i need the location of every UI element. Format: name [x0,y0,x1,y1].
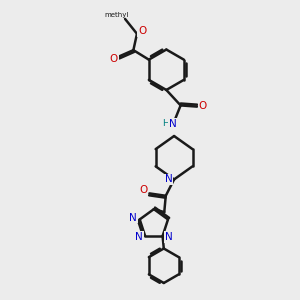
Text: O: O [110,54,118,64]
Text: N: N [129,213,137,223]
Text: N: N [135,232,143,242]
Text: N: N [165,232,172,242]
Text: O: O [139,185,148,195]
Text: H: H [162,119,169,128]
Text: methyl: methyl [105,12,129,18]
Text: N: N [169,118,177,128]
Text: N: N [165,174,172,184]
Text: O: O [199,101,207,111]
Text: O: O [138,26,146,36]
